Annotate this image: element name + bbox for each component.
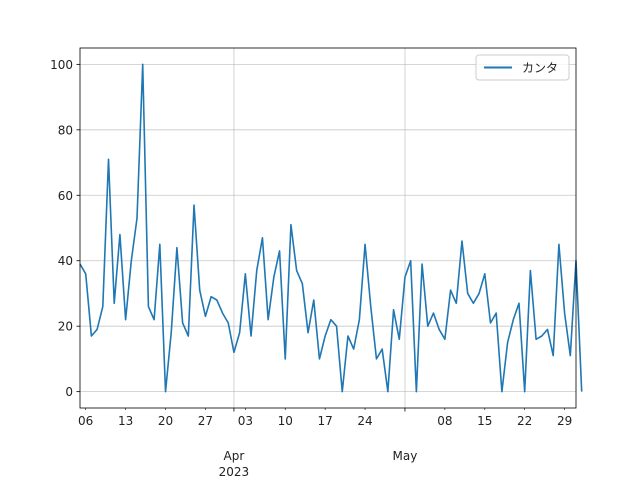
x-tick-label: 06: [78, 414, 93, 428]
legend-label: カンタ: [522, 61, 558, 75]
y-axis: 0 20 40 60 80 100: [50, 58, 80, 399]
y-tick-label: 60: [58, 189, 73, 203]
series-line: [79, 63, 583, 393]
y-tick-label: 0: [65, 385, 73, 399]
y-tick-label: 20: [58, 320, 73, 334]
x-month-label: May: [393, 449, 418, 463]
x-tick-label: 27: [198, 414, 213, 428]
x-tick-label: 17: [318, 414, 333, 428]
plot-frame: [79, 47, 577, 409]
x-tick-label: 13: [118, 414, 133, 428]
x-tick-label: 22: [517, 414, 532, 428]
x-tick-label: 03: [238, 414, 253, 428]
x-year-label: 2023: [219, 465, 250, 479]
legend-box: [475, 54, 570, 81]
x-tick-label: 08: [437, 414, 452, 428]
x-tick-label: 15: [477, 414, 492, 428]
y-tick-label: 40: [58, 254, 73, 268]
x-tick-label: 10: [278, 414, 293, 428]
series-layer: [79, 63, 583, 393]
x-tick-label: 24: [357, 414, 372, 428]
x-month-label: Apr: [224, 449, 245, 463]
x-axis: 06 13 20 27 03 10 17 24 08 15 22 29 Apr 2023 May: [78, 408, 572, 479]
y-tick-label: 100: [50, 58, 73, 72]
y-tick-label: 80: [58, 123, 73, 137]
x-tick-label: 20: [158, 414, 173, 428]
legend: カンタ: [475, 54, 570, 81]
x-tick-label: 29: [557, 414, 572, 428]
